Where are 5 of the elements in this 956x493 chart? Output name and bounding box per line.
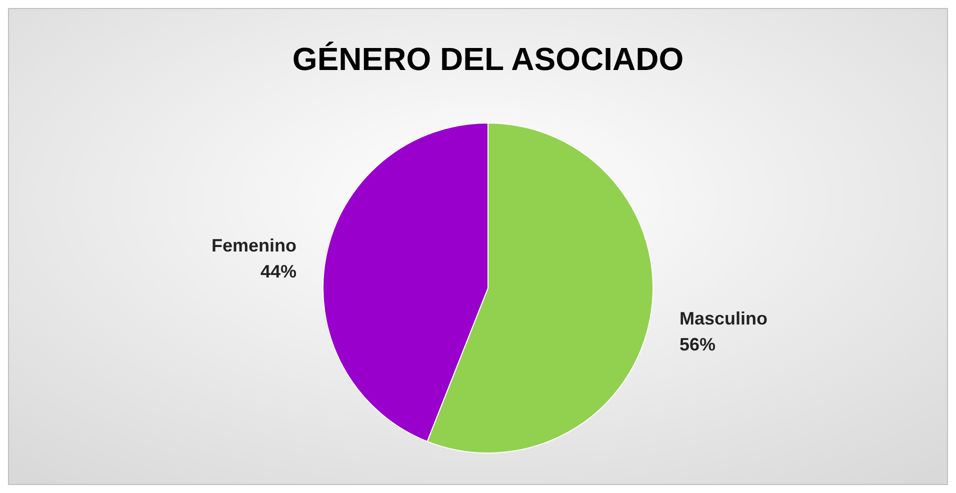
slice-label: Femenino <box>211 235 296 256</box>
slice-label: Masculino <box>680 308 768 329</box>
data-label: 56% <box>680 334 716 355</box>
data-label: 44% <box>260 261 296 282</box>
chart-title: GÉNERO DEL ASOCIADO <box>292 41 684 77</box>
